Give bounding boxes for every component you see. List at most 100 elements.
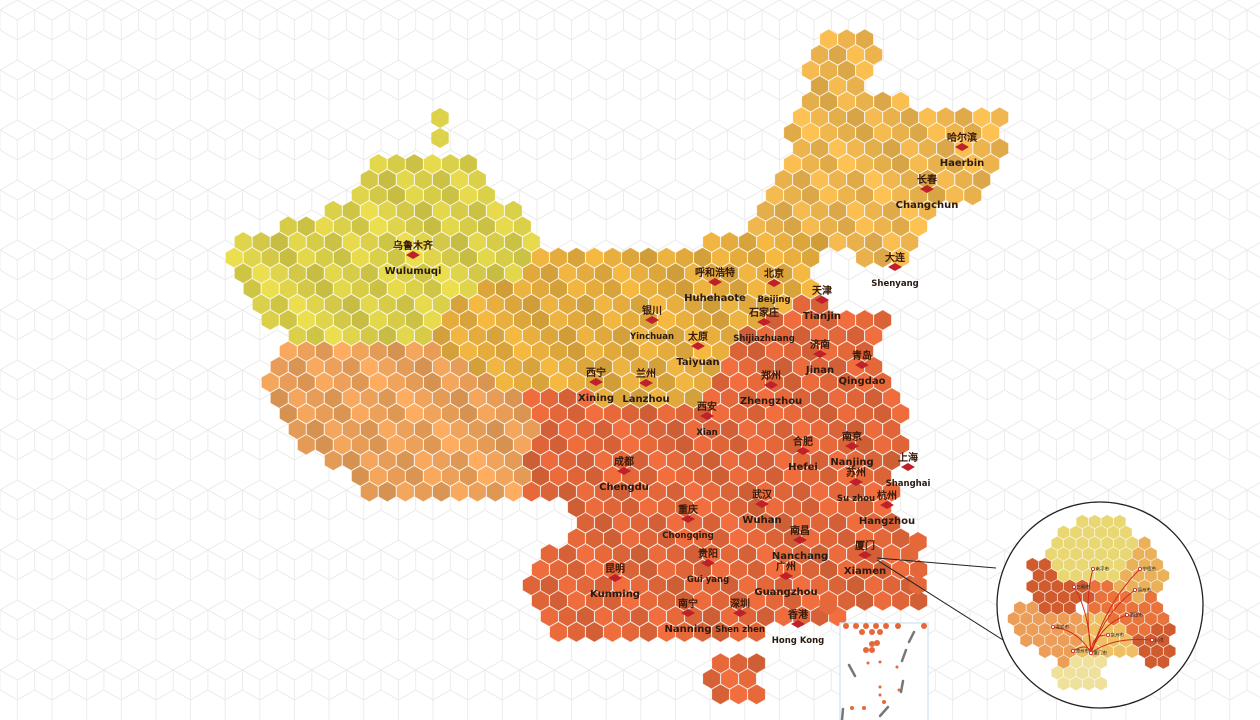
city-guangzhou[interactable]: 广州 Guangzhou <box>754 555 817 599</box>
hex-cell-southeast <box>531 559 550 580</box>
hex-cell-southeast <box>864 418 883 440</box>
hex-cell-southeast <box>810 418 829 440</box>
city-shanghai[interactable]: 上海 Shanghai <box>886 446 931 490</box>
inset-city-dot <box>1072 585 1077 590</box>
hex-cell-north <box>567 340 586 362</box>
hex-cell-west <box>432 387 451 409</box>
inset-hex-cell <box>1163 622 1176 637</box>
hex-cell-west <box>486 481 505 502</box>
hex-cell-north <box>783 247 802 268</box>
hex-cell-northwest <box>486 262 505 284</box>
inset-hex-cell <box>1076 514 1089 529</box>
city-xian[interactable]: 西安 Xian <box>696 395 717 439</box>
hex-cell-northwest <box>423 216 442 237</box>
hex-cell-southeast <box>864 450 883 471</box>
city-lanzhou[interactable]: 兰州 Lanzhou <box>622 362 669 406</box>
hex-cell-northeast <box>792 138 811 159</box>
hex-cell-southeast <box>639 403 658 424</box>
hex-cell-northwest <box>297 216 316 237</box>
city-wulumuqi[interactable]: 乌鲁木齐 Wulumuqi <box>385 234 442 278</box>
city-tianjin[interactable]: 天津 Tianjin <box>803 279 841 323</box>
hex-cell-southeast <box>819 309 838 331</box>
city-hefei[interactable]: 合肥 Hefei <box>788 430 818 474</box>
city-huhehaote[interactable]: 呼和浩特 Huhehaote <box>684 261 746 305</box>
inset-hex-cell <box>1063 600 1076 616</box>
hex-cell-southeast <box>666 543 685 565</box>
hex-cell-southeast <box>567 559 586 580</box>
city-xiamen[interactable]: 厦门 Xiamen <box>844 534 886 578</box>
hex-cell-west <box>414 418 433 440</box>
city-name-en: Hangzhou <box>858 516 916 527</box>
city-shijiazhuang[interactable]: 石家庄 Shijiazhuang <box>733 301 795 345</box>
hex-cell-north <box>684 294 703 315</box>
hex-cell-southeast <box>792 574 811 596</box>
city-gui-yang[interactable]: 贵阳 Gui yang <box>687 542 729 586</box>
city-taiyuan[interactable]: 太原 Taiyuan <box>676 325 719 369</box>
hex-cell-southeast <box>576 606 595 627</box>
city-zhengzhou[interactable]: 郑州 Zhengzhou <box>740 364 802 408</box>
city-hangzhou[interactable]: 杭州 Hangzhou <box>859 484 915 528</box>
hex-cell-northwest <box>360 294 379 315</box>
hex-cell-northwest <box>270 231 289 253</box>
hex-cell-northwest <box>405 309 424 331</box>
city-shenyang[interactable]: 大连 Shenyang <box>871 246 918 290</box>
hex-cell-southeast <box>720 543 739 565</box>
hex-cell-west <box>450 356 469 378</box>
city-jinan[interactable]: 济南 Jinan <box>806 333 834 377</box>
hex-cell-north <box>540 294 559 315</box>
hex-cell-west <box>486 418 505 440</box>
hex-cell-southeast <box>693 528 712 549</box>
city-xining[interactable]: 西宁 Xining <box>578 361 614 405</box>
hex-cell-southeast <box>837 496 856 518</box>
hex-cell-west <box>396 481 415 502</box>
city-changchun[interactable]: 长春 Changchun <box>896 168 959 212</box>
city-chengdu[interactable]: 成都 Chengdu <box>599 450 649 494</box>
hex-cell-southeast <box>630 418 649 440</box>
hex-cell-southeast <box>864 481 883 502</box>
city-nanning[interactable]: 南宁 Nanning <box>664 592 711 636</box>
city-nanjing[interactable]: 南京 Nanjing <box>830 425 873 469</box>
city-yinchuan[interactable]: 银川 Yinchuan <box>630 299 674 343</box>
city-kunming[interactable]: 昆明 Kunming <box>590 557 640 601</box>
hex-cell-northwest <box>450 169 469 190</box>
hex-cell-northeast <box>954 106 973 128</box>
hex-cell-southeast <box>558 606 577 627</box>
city-marker-icon <box>405 251 420 259</box>
city-su-zhou[interactable]: 苏州 Su zhou <box>837 461 875 505</box>
city-name-en: Nanjing <box>830 457 874 468</box>
hex-cell-southeast <box>639 528 658 549</box>
hex-cell-north <box>621 247 640 268</box>
city-wuhan[interactable]: 武汉 Wuhan <box>742 483 781 527</box>
city-name-en: Qingdao <box>838 376 886 387</box>
hex-cell-northeast <box>747 216 766 237</box>
hex-cell-southeast <box>621 559 640 580</box>
hex-cell-west <box>378 481 397 502</box>
hex-cell-west <box>306 356 325 378</box>
city-nanchang[interactable]: 南昌 Nanchang <box>772 519 828 563</box>
city-hong-kong[interactable]: 香港 Hong Kong <box>772 603 824 647</box>
hex-cell-southeast <box>783 496 802 518</box>
city-marker-icon <box>691 342 705 350</box>
hex-cell-northeast <box>900 169 919 190</box>
hex-cell-north <box>585 247 604 268</box>
city-haerbin[interactable]: 哈尔滨 Haerbin <box>940 126 985 170</box>
city-shen-zhen[interactable]: 深圳 Shen zhen <box>715 592 765 636</box>
hex-cell-north <box>711 247 730 268</box>
hex-cell-southeast <box>864 325 883 346</box>
hex-cell-north <box>468 325 487 346</box>
hex-cell-north <box>666 294 685 315</box>
city-chongqing[interactable]: 重庆 Chongqing <box>662 498 713 542</box>
hex-cell-southeast <box>630 512 649 534</box>
hex-cell-northeast <box>774 200 793 222</box>
city-name-zh: 天津 <box>812 286 832 297</box>
hex-cell-southeast <box>801 528 820 549</box>
city-qingdao[interactable]: 青岛 Qingdao <box>839 344 886 388</box>
hex-cell-northwest <box>351 216 370 237</box>
city-beijing[interactable]: 北京 Beijing <box>757 262 790 306</box>
hex-cell-southeast <box>765 590 784 612</box>
hex-cell-southeast <box>765 403 784 424</box>
hex-cell-north <box>567 309 586 331</box>
hex-cell-west <box>306 418 325 440</box>
hex-cell-northwest <box>414 294 433 315</box>
